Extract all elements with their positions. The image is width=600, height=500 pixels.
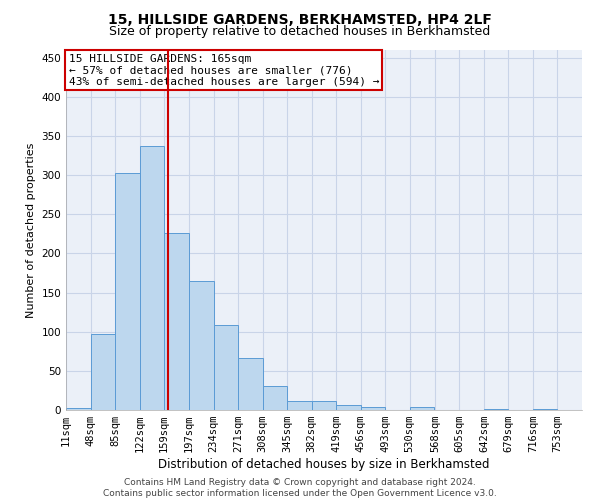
X-axis label: Distribution of detached houses by size in Berkhamsted: Distribution of detached houses by size … [158, 458, 490, 471]
Bar [140, 146, 164, 410]
Bar [336, 404, 361, 410]
Text: 15, HILLSIDE GARDENS, BERKHAMSTED, HP4 2LF: 15, HILLSIDE GARDENS, BERKHAMSTED, HP4 2… [108, 12, 492, 26]
Bar [410, 407, 434, 410]
Bar [66, 408, 91, 410]
Bar [312, 402, 336, 410]
Y-axis label: Number of detached properties: Number of detached properties [26, 142, 36, 318]
Bar [164, 233, 188, 410]
Bar [361, 407, 385, 410]
Bar [533, 409, 557, 410]
Bar [484, 409, 508, 410]
Bar [189, 281, 214, 410]
Bar [214, 326, 238, 410]
Bar [287, 400, 312, 410]
Text: 15 HILLSIDE GARDENS: 165sqm
← 57% of detached houses are smaller (776)
43% of se: 15 HILLSIDE GARDENS: 165sqm ← 57% of det… [68, 54, 379, 87]
Text: Contains HM Land Registry data © Crown copyright and database right 2024.
Contai: Contains HM Land Registry data © Crown c… [103, 478, 497, 498]
Bar [263, 386, 287, 410]
Bar [115, 173, 140, 410]
Bar [91, 334, 115, 410]
Bar [238, 358, 263, 410]
Text: Size of property relative to detached houses in Berkhamsted: Size of property relative to detached ho… [109, 25, 491, 38]
